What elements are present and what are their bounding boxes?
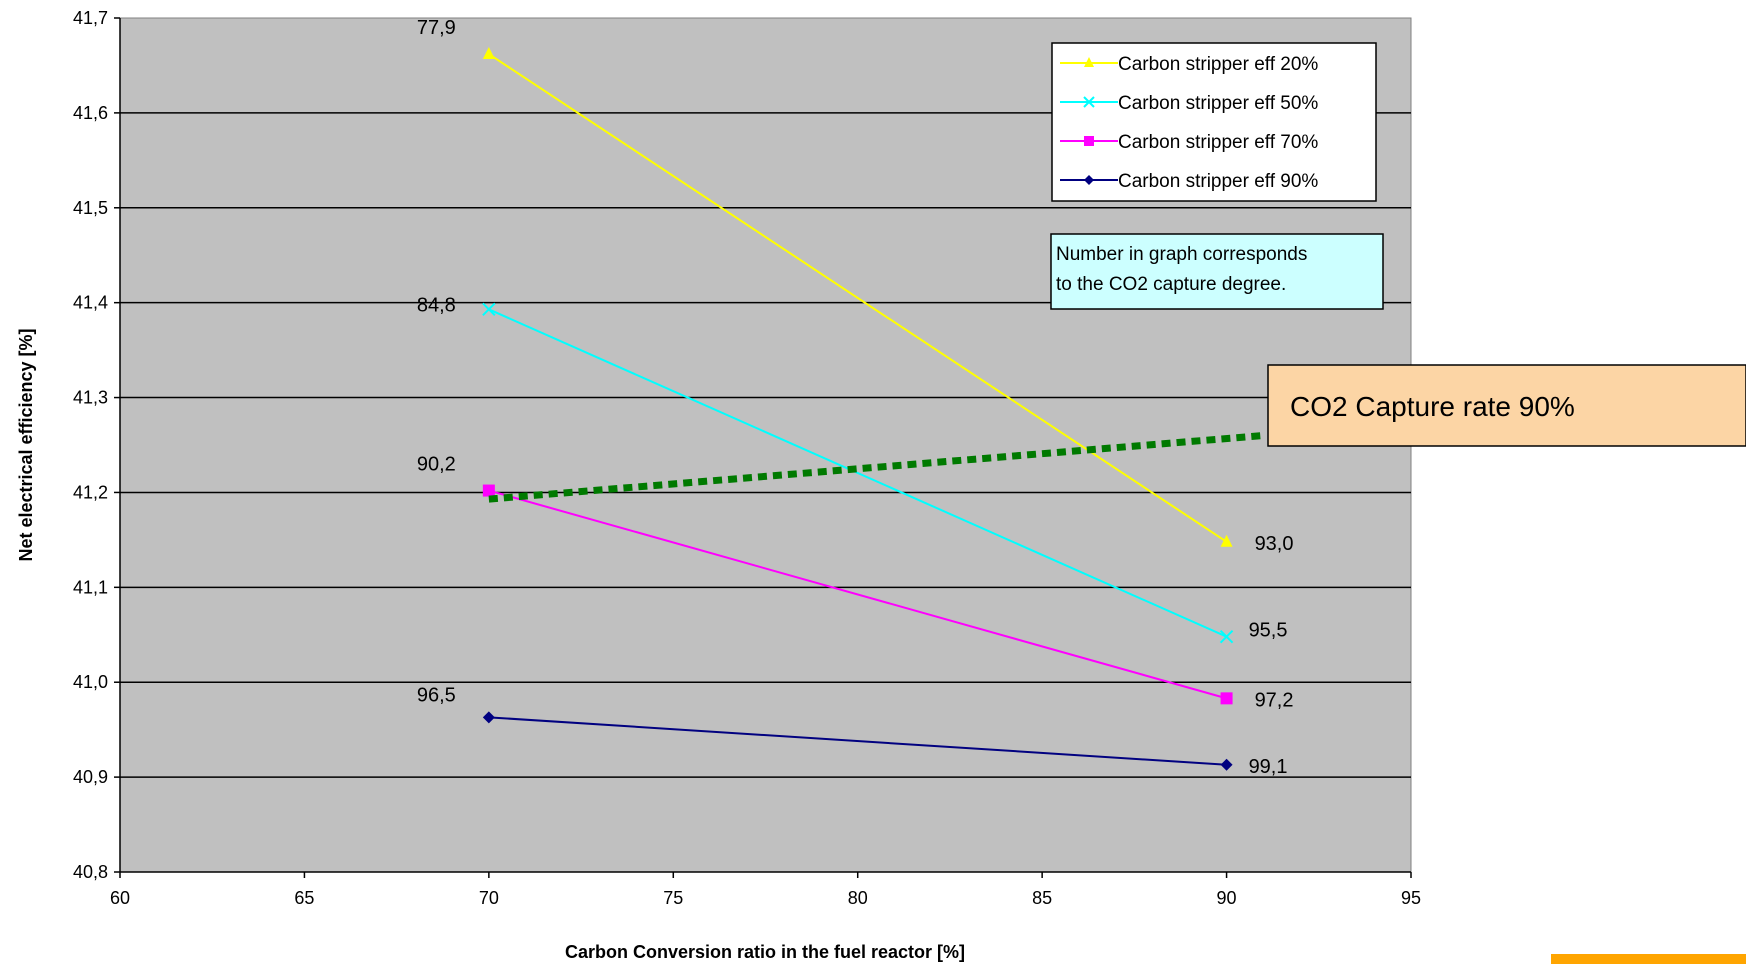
- marker-triangle: [1220, 534, 1233, 547]
- y-tick-label: 40,9: [73, 767, 108, 787]
- marker-square: [1220, 692, 1233, 705]
- note-line-2: to the CO2 capture degree.: [1056, 274, 1286, 295]
- legend-item: Carbon stripper eff 50%: [1060, 93, 1318, 114]
- x-tick-label: 95: [1401, 888, 1421, 908]
- marker-x: [1219, 629, 1234, 644]
- data-label: 93,0: [1255, 533, 1294, 555]
- legend-item: Carbon stripper eff 20%: [1060, 54, 1318, 75]
- series-line: [488, 489, 1227, 700]
- data-label: 77,9: [417, 17, 456, 39]
- y-tick-label: 41,0: [73, 672, 108, 692]
- marker-square: [482, 484, 495, 497]
- y-tick-label: 40,8: [73, 862, 108, 882]
- marker-x: [1083, 96, 1095, 108]
- data-label: 90,2: [417, 454, 456, 476]
- y-tick-label: 41,3: [73, 388, 108, 408]
- note-line-1: Number in graph corresponds: [1056, 244, 1307, 265]
- legend: Carbon stripper eff 20% Carbon stripper e…: [1051, 42, 1377, 202]
- series-2: 84,8 95,5: [417, 294, 1288, 644]
- axes: [114, 17, 1412, 878]
- y-axis-title: Net electrical efficiency [%]: [16, 328, 36, 561]
- data-label: 97,2: [1255, 689, 1294, 711]
- legend-label: Carbon stripper eff 20%: [1118, 54, 1318, 75]
- note-box-rect: [1050, 233, 1384, 310]
- callout-text: CO2 Capture rate 90%: [1290, 391, 1575, 422]
- legend-label: Carbon stripper eff 70%: [1118, 132, 1318, 153]
- series-line: [488, 53, 1228, 543]
- y-tick-label: 41,6: [73, 103, 108, 123]
- y-tick-label: 41,2: [73, 482, 108, 502]
- y-tick-label: 41,5: [73, 198, 108, 218]
- x-tick-label: 70: [479, 888, 499, 908]
- marker-x-stroke: [1083, 96, 1095, 108]
- x-tick-label: 60: [110, 888, 130, 908]
- capture-line: [488, 432, 1264, 503]
- marker-x-stroke: [482, 302, 496, 317]
- legend-items: Carbon stripper eff 20% Carbon stripper e…: [1060, 54, 1318, 192]
- series-line: [488, 308, 1227, 638]
- x-tick-label: 65: [294, 888, 314, 908]
- legend-item: Carbon stripper eff 90%: [1060, 171, 1318, 192]
- y-tick-label: 41,1: [73, 577, 108, 597]
- marker-x: [482, 302, 496, 317]
- series-line: [488, 716, 1227, 766]
- marker-diamond: [1220, 758, 1233, 771]
- x-tick-label: 90: [1217, 888, 1237, 908]
- y-tick-label: 41,4: [73, 293, 108, 313]
- x-tick-label: 80: [848, 888, 868, 908]
- y-tick-labels: 40,8 40,9 41,0 41,1 41,2 41,3 41,4 41,5 41,6 41,7: [73, 8, 108, 882]
- corner-accent-bar: [1551, 954, 1746, 964]
- legend-box: [1051, 42, 1377, 202]
- legend-label: Carbon stripper eff 50%: [1118, 93, 1318, 114]
- series-1: 77,9 93,0: [417, 17, 1294, 555]
- y-tick-label: 41,7: [73, 8, 108, 28]
- marker-diamond: [1084, 175, 1094, 185]
- capture-line-group: [488, 432, 1264, 503]
- series-3: 90,2 97,2: [417, 454, 1294, 712]
- marker-square: [1084, 136, 1094, 146]
- data-label: 99,1: [1249, 756, 1288, 778]
- marker-diamond: [482, 711, 495, 724]
- marker-triangle: [482, 47, 495, 60]
- x-tick-labels: 60 65 70 75 80 85 90 95: [110, 888, 1421, 908]
- series-group: 77,9 93,0 84,8 95,5 90,2 97,2 96,5 99,1: [417, 17, 1294, 778]
- data-label: 96,5: [417, 684, 456, 706]
- callout-box: [1267, 364, 1746, 447]
- marker-triangle: [1084, 57, 1094, 67]
- x-axis-title: Carbon Conversion ratio in the fuel reac…: [565, 942, 965, 962]
- legend-item: Carbon stripper eff 70%: [1060, 132, 1318, 153]
- legend-label: Carbon stripper eff 90%: [1118, 171, 1318, 192]
- note-box: Number in graph corresponds to the CO2 c…: [1050, 233, 1384, 310]
- marker-x-stroke: [1219, 629, 1234, 644]
- x-tick-label: 75: [663, 888, 683, 908]
- data-label: 84,8: [417, 294, 456, 316]
- data-label: 95,5: [1249, 620, 1288, 642]
- series-4: 96,5 99,1: [417, 684, 1288, 777]
- callout: CO2 Capture rate 90%: [1267, 364, 1746, 447]
- x-tick-label: 85: [1032, 888, 1052, 908]
